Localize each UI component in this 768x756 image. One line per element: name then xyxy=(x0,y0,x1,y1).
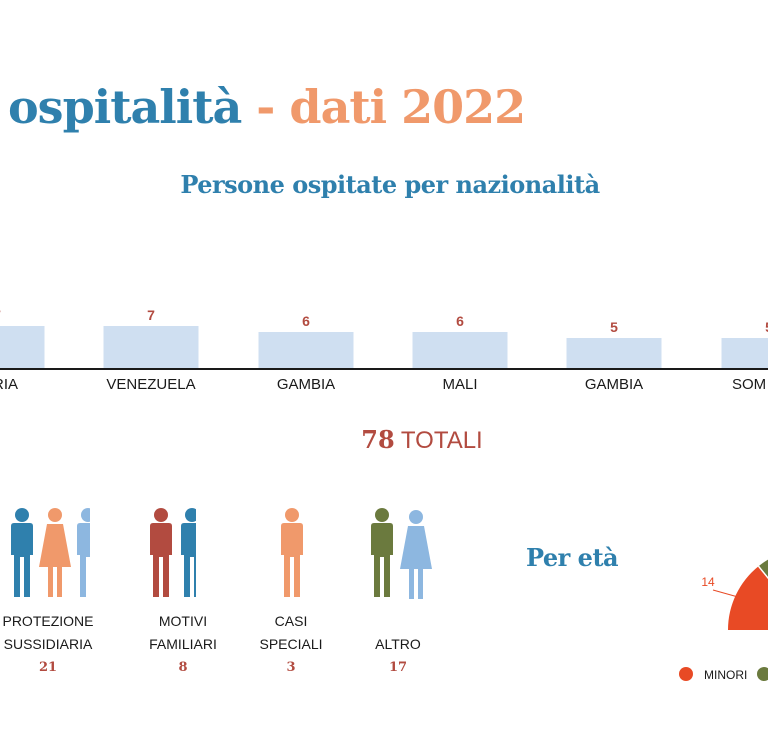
bar-value-label: 5 xyxy=(610,319,618,335)
category-count: 21 xyxy=(38,660,58,675)
legend-other-dot xyxy=(757,667,768,681)
page-title: ospitalità - dati 2022 xyxy=(8,80,526,134)
title-year: dati 2022 xyxy=(289,80,526,134)
bar-category-label: RIA xyxy=(0,376,18,393)
category-count: 17 xyxy=(388,660,408,675)
bar-category-label: GAMBIA xyxy=(277,376,335,393)
title-ospitalita: ospitalità xyxy=(8,80,242,134)
bar-category-label: MALI xyxy=(442,376,477,393)
category-altro: ALTRO xyxy=(338,633,458,656)
category-label-line1: ALTRO xyxy=(375,636,421,652)
pie-slice-other xyxy=(758,559,768,578)
category-label-line1: MOTIVI xyxy=(158,613,208,629)
bar-1 xyxy=(103,326,199,368)
pie-slice-minori xyxy=(728,566,768,630)
casi-man-icon xyxy=(281,508,303,597)
bar-category-label: GAMBIA xyxy=(585,376,643,393)
age-pie-chart: 14 xyxy=(701,559,768,630)
bar-value-label: 6 xyxy=(456,313,464,329)
totals-number: 78 xyxy=(361,425,395,454)
totals: 78 TOTALI xyxy=(0,425,768,455)
bar-value-label: 6 xyxy=(302,313,310,329)
category-label-line1: PROTEZIONE xyxy=(2,613,94,629)
protezione-woman-icon xyxy=(39,508,71,597)
category-protezione: PROTEZIONE SUSSIDIARIA xyxy=(0,610,108,656)
category-label-line2: FAMILIARI xyxy=(149,636,217,652)
age-title: Per età xyxy=(526,543,619,572)
protezione-man-icon xyxy=(11,508,33,597)
pie-label-minori: 14 xyxy=(701,575,715,589)
bar-4 xyxy=(566,338,662,368)
altro-woman-icon xyxy=(400,510,432,599)
legend-minori-dot xyxy=(679,667,693,681)
totals-label: TOTALI xyxy=(394,427,483,454)
bar-value-label: 7 xyxy=(0,307,1,323)
altro-man-icon xyxy=(371,508,393,597)
category-count: 3 xyxy=(286,660,296,675)
bar-category-label: VENEZUELA xyxy=(106,376,195,393)
bar-3 xyxy=(412,332,508,368)
category-label-line2: SUSSIDIARIA xyxy=(3,636,93,652)
people-icons xyxy=(11,505,432,605)
category-label-line2: SPECIALI xyxy=(259,636,323,652)
legend-minori-label: MINORI xyxy=(704,668,748,682)
bar-5 xyxy=(721,338,768,368)
nationality-bar-chart: 7 7 6 6 5 5 RIA VENEZUELA GAMBIA MALI GAMBIA SOM xyxy=(0,307,768,393)
chart-subtitle: Persone ospitate per nazionalità xyxy=(180,170,600,199)
bar-2 xyxy=(258,332,354,368)
bar-value-label: 7 xyxy=(147,307,155,323)
bar-category-label: SOM xyxy=(732,376,766,393)
motivi-man-icon xyxy=(150,508,172,597)
bar-value-label: 5 xyxy=(765,319,768,335)
category-motivi: MOTIVI FAMILIARI xyxy=(123,610,243,656)
title-separator: - xyxy=(241,80,290,134)
bar-0 xyxy=(0,326,45,368)
category-label-line1: CASI xyxy=(274,613,308,629)
category-casi: CASI SPECIALI xyxy=(231,610,351,656)
category-count: 8 xyxy=(178,660,188,675)
